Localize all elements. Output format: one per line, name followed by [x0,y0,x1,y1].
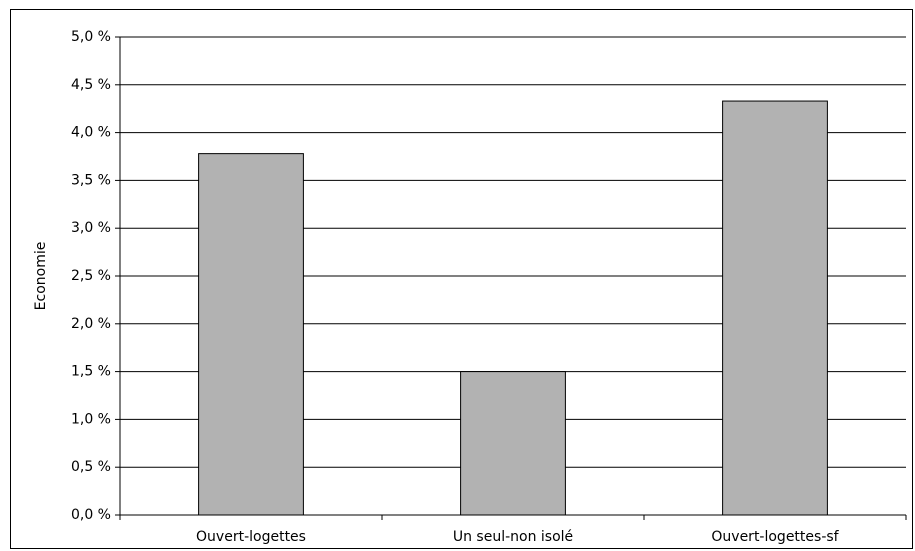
y-axis-title: Economie [33,242,49,311]
x-tick-label: Un seul-non isolé [453,529,573,545]
y-tick-label: 3,5 % [71,172,111,188]
y-tick-label: 3,0 % [71,220,111,236]
bar [198,153,304,516]
y-tick-label: 0,5 % [71,459,111,475]
x-tick-label: Ouvert-logettes-sf [711,529,839,545]
y-tick-label: 5,0 % [71,29,111,45]
y-tick-label: 2,5 % [71,268,111,284]
y-tick-label: 2,0 % [71,316,111,332]
y-tick-label: 4,0 % [71,125,111,141]
bars [198,100,828,516]
axes [115,36,907,520]
y-tick-label: 0,0 % [71,507,111,523]
tick-labels: 0,0 % 0,5 % 1,0 % 1,5 % 2,0 % 2,5 % 3,0 % 3,5 %… [71,29,840,545]
y-tick-label: 4,5 % [71,77,111,93]
bar [460,371,566,516]
y-tick-label: 1,5 % [71,364,111,380]
y-tick-label: 1,0 % [71,411,111,427]
bar [722,100,828,516]
x-tick-label: Ouvert-logettes [196,529,306,545]
